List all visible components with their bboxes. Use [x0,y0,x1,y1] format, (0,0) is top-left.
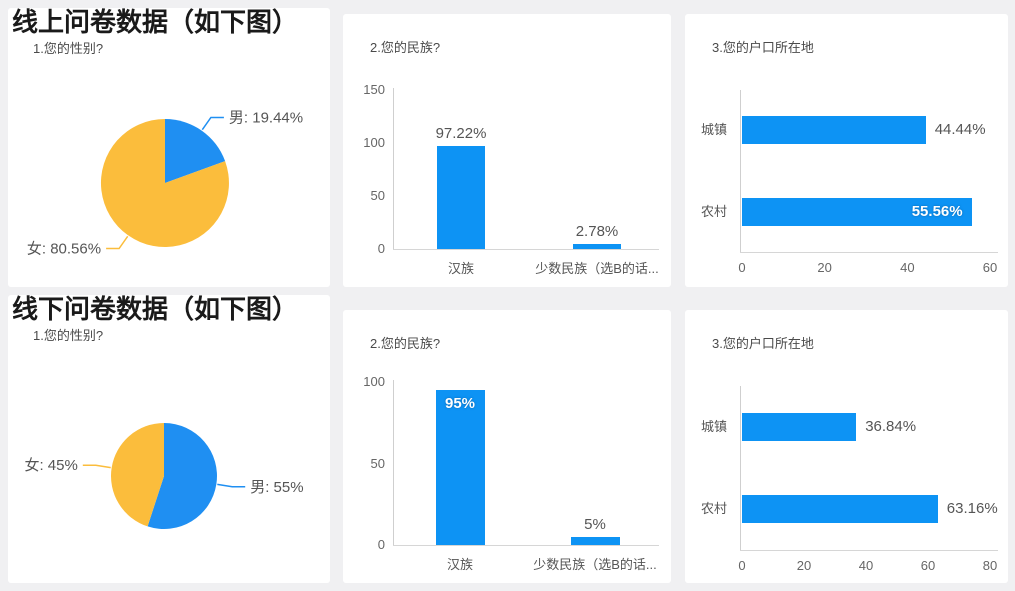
bar-value-label-0: 36.84% [865,418,917,435]
x-tick-20: 20 [817,260,832,275]
x-tick-40: 40 [900,260,915,275]
x-tick-20: 20 [796,558,812,573]
x-axis-line [393,249,659,250]
pie-leader-line-1 [106,235,129,250]
pie-svg: 男: 19.44% 女: 80.56% [27,110,303,258]
card-offline-household: 3.您的户口所在地 0 20 40 60 80 城镇 36.84% 农村 63.16% [685,310,1008,583]
bar-value-label-1: 63.16% [946,500,998,517]
y-axis-line [740,386,741,550]
bar-1[interactable] [742,495,938,523]
card-online-gender: 线上问卷数据（如下图） 1.您的性别? 男: 19.44% 女: 80.56% [8,8,330,287]
pie-svg: 男: 55% 女: 45% [24,423,304,529]
chart-title-offline-gender: 1.您的性别? [33,328,104,343]
pie-chart-offline-gender: 男: 55% 女: 45% [8,295,330,583]
y-axis-line [393,88,394,250]
pie-slice-0[interactable] [147,423,217,529]
hbar-chart-offline-household: 0 20 40 60 80 城镇 36.84% 农村 63.16% [685,310,1008,583]
y-axis-line [393,380,394,546]
pie-slice-1[interactable] [110,423,164,527]
chart-title-offline-ethnicity: 2.您的民族? [370,336,441,351]
bar-1[interactable] [742,198,972,226]
x-axis-line [740,252,998,253]
chart-title-online-gender: 1.您的性别? [33,41,104,56]
bar-value-label-0: 44.44% [934,121,986,138]
chart-title-online-ethnicity: 2.您的民族? [370,40,441,55]
pie-slice-label-0: 男: 19.44% [229,110,303,127]
y-tick-100: 100 [363,135,385,150]
category-label-1: 少数民族（选B的话... [533,557,657,572]
pie-chart-online-gender: 男: 19.44% 女: 80.56% [8,8,330,287]
pie-slice-1[interactable] [100,118,229,247]
x-axis-line [740,550,998,551]
section-heading-online: 线上问卷数据（如下图） [12,8,299,37]
bar-value-label-1: 5% [584,515,606,533]
card-offline-gender: 线下问卷数据（如下图） 1.您的性别? 男: 55% 女: 45% [8,295,330,583]
bar-0[interactable] [435,390,485,545]
pie-slice-label-1: 女: 80.56% [27,240,101,258]
bar-0[interactable] [742,116,926,144]
y-tick-100: 100 [363,374,385,389]
bar-0[interactable] [742,413,857,441]
y-tick-150: 150 [363,82,385,97]
x-tick-40: 40 [858,558,874,573]
bar-value-label-0: 97.22% [435,124,487,142]
y-axis-line [740,90,741,252]
x-tick-60: 60 [920,558,936,573]
pie-leader-line-0 [201,116,224,131]
x-axis-line [393,545,659,546]
bar-chart-offline-ethnicity: 0 50 100 95% 汉族 5% 少数民族（选B的话... [343,310,671,583]
category-label-0: 城镇 [700,122,727,137]
bar-value-label-1: 55.56% [911,203,963,220]
x-tick-60: 60 [982,260,998,275]
x-tick-80: 80 [982,558,998,573]
card-online-ethnicity: 2.您的民族? 0 50 100 150 97.22% 汉族 2.78% 少数民族（选B的话.… [343,14,671,287]
y-tick-0: 0 [377,537,385,552]
chart-title-online-household: 3.您的户口所在地 [712,40,814,55]
section-heading-offline: 线下问卷数据（如下图） [12,295,299,324]
pie-slice-0[interactable] [165,119,226,183]
bar-1[interactable] [570,536,620,545]
bar-value-label-0: 95% [444,395,476,413]
y-tick-0: 0 [377,241,385,256]
y-tick-50: 50 [370,188,385,203]
category-label-1: 农村 [700,501,727,516]
category-label-1: 农村 [700,204,727,219]
card-online-household: 3.您的户口所在地 0 20 40 60 城镇 44.44% 农村 55.56% [685,14,1008,287]
pie-slice-label-0: 男: 55% [250,479,303,496]
chart-title-offline-household: 3.您的户口所在地 [712,336,814,351]
category-label-0: 汉族 [446,557,473,572]
hbar-chart-online-household: 0 20 40 60 城镇 44.44% 农村 55.56% [685,14,1008,287]
category-label-1: 少数民族（选B的话... [535,261,659,276]
bar-0[interactable] [437,145,485,249]
category-label-0: 城镇 [700,419,727,434]
card-offline-ethnicity: 2.您的民族? 0 50 100 95% 汉族 5% 少数民族（选B的话... [343,310,671,583]
bar-chart-online-ethnicity: 0 50 100 150 97.22% 汉族 2.78% 少数民族（选B的话... [343,14,671,287]
bar-value-label-1: 2.78% [575,223,619,240]
y-tick-50: 50 [370,455,385,471]
pie-leader-line-1 [82,464,111,469]
pie-slice-label-1: 女: 45% [24,456,77,474]
x-tick-0: 0 [738,260,746,275]
category-label-0: 汉族 [447,261,474,276]
bar-1[interactable] [573,244,621,249]
x-tick-0: 0 [738,558,746,573]
pie-leader-line-0 [217,483,246,488]
